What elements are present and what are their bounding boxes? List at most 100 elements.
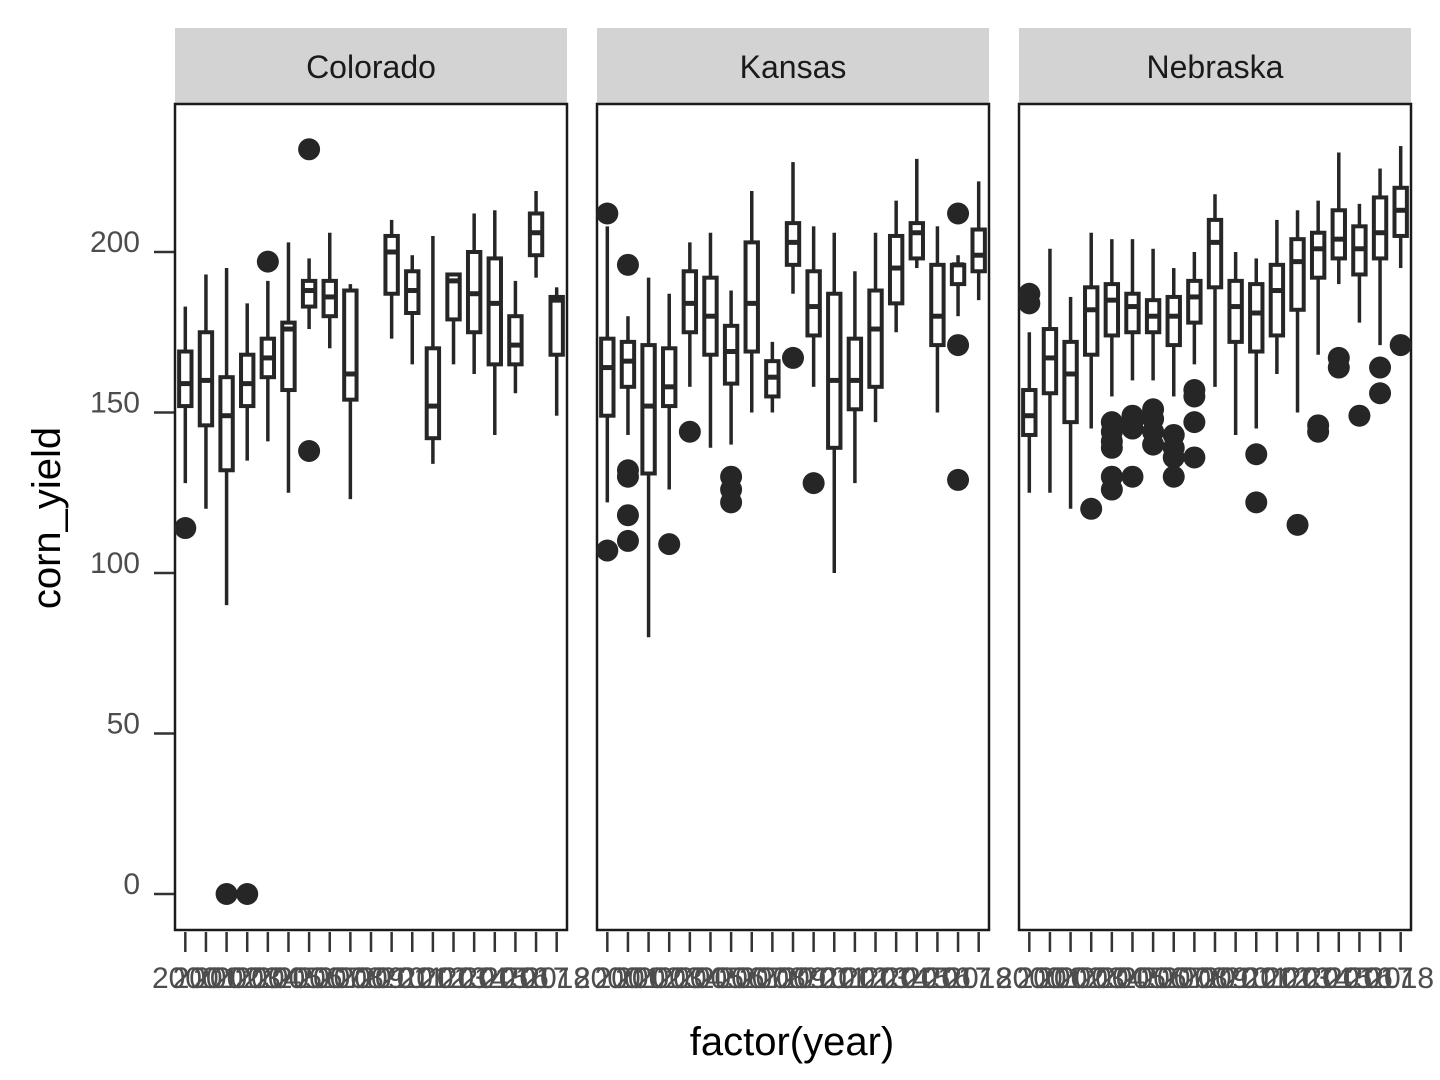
box-2013 bbox=[1286, 210, 1309, 536]
box-iqr bbox=[239, 352, 256, 409]
x-tick-label: 2015 bbox=[461, 962, 528, 995]
x-tick-label: 2008 bbox=[317, 962, 384, 995]
box-2016 bbox=[929, 226, 946, 413]
outlier-point bbox=[678, 420, 701, 443]
box-2004 bbox=[678, 242, 701, 443]
x-tick-label: 2001 bbox=[1017, 962, 1084, 995]
outlier-point bbox=[1389, 334, 1412, 357]
box-iqr bbox=[300, 278, 318, 309]
x-tick-label: 2015 bbox=[883, 962, 950, 995]
x-tick-label: 2002 bbox=[1037, 962, 1104, 995]
box-iqr bbox=[507, 314, 524, 367]
box-2017 bbox=[1369, 168, 1392, 405]
box-2002 bbox=[640, 277, 657, 638]
facet-strip-label: Colorado bbox=[306, 49, 436, 85]
panel-border bbox=[173, 102, 569, 932]
box-2017 bbox=[947, 202, 970, 491]
box-iqr bbox=[908, 221, 925, 261]
box-iqr bbox=[867, 288, 884, 389]
box-2015 bbox=[1327, 152, 1350, 379]
x-tick-label: 2018 bbox=[523, 962, 590, 995]
x-tick-label: 2002 bbox=[193, 962, 260, 995]
outlier-point bbox=[1121, 417, 1144, 440]
outlier-point bbox=[616, 465, 639, 488]
y-axis: 0 50 100 150 200 bbox=[90, 226, 175, 901]
box-iqr bbox=[218, 375, 235, 473]
box-2003 bbox=[1080, 232, 1103, 520]
box-2017 bbox=[527, 191, 545, 278]
x-tick-label: 2001 bbox=[173, 962, 240, 995]
outlier-point bbox=[947, 202, 970, 225]
box-iqr bbox=[1330, 208, 1347, 261]
box-iqr bbox=[743, 240, 760, 354]
box-2011 bbox=[404, 255, 421, 365]
box-2008 bbox=[342, 284, 359, 500]
box-iqr bbox=[548, 294, 565, 357]
box-2012 bbox=[1268, 219, 1286, 374]
x-tick-label: 2013 bbox=[1264, 962, 1331, 995]
x-tick-label: 2013 bbox=[842, 962, 909, 995]
box-2001 bbox=[616, 253, 639, 552]
box-iqr bbox=[342, 288, 359, 402]
box-iqr bbox=[1371, 195, 1389, 261]
box-iqr bbox=[949, 262, 967, 287]
outlier-point bbox=[1183, 411, 1206, 434]
panel-colorado: Colorado 20002001200220032004200520062007… bbox=[152, 28, 590, 995]
box-2009 bbox=[1206, 194, 1224, 387]
box-2005 bbox=[702, 232, 719, 448]
box-iqr bbox=[1227, 278, 1244, 344]
x-tick-label: 2004 bbox=[234, 962, 301, 995]
x-tick-label: 2005 bbox=[1099, 962, 1166, 995]
y-tick-label: 150 bbox=[90, 387, 140, 420]
box-2008 bbox=[764, 341, 781, 413]
box-2003 bbox=[236, 303, 259, 905]
box-iqr bbox=[280, 320, 297, 393]
box-iqr bbox=[826, 291, 843, 450]
box-iqr bbox=[383, 233, 400, 296]
box-iqr bbox=[1309, 230, 1327, 280]
x-tick-label: 2003 bbox=[636, 962, 703, 995]
box-2001 bbox=[197, 274, 215, 509]
outlier-point bbox=[1369, 382, 1392, 405]
x-tick-label: 2003 bbox=[1058, 962, 1125, 995]
box-iqr bbox=[970, 227, 987, 274]
facet-strip bbox=[597, 28, 989, 104]
y-tick-label: 50 bbox=[107, 708, 140, 741]
y-axis-title: corn_yield bbox=[25, 427, 69, 609]
outlier-point bbox=[256, 250, 279, 273]
outlier-point bbox=[1286, 513, 1309, 536]
outlier-point bbox=[947, 334, 970, 357]
outlier-point bbox=[616, 253, 639, 276]
outlier-point bbox=[1183, 446, 1206, 469]
x-tick-label: 2011 bbox=[380, 962, 445, 995]
y-tick-label: 100 bbox=[90, 547, 140, 580]
facet-strip bbox=[1019, 28, 1411, 104]
box-iqr bbox=[1041, 327, 1059, 396]
box-iqr bbox=[1083, 285, 1100, 357]
outlier-point bbox=[174, 517, 197, 540]
facet-strip bbox=[175, 28, 567, 104]
box-iqr bbox=[1206, 217, 1224, 290]
outlier-point bbox=[298, 138, 321, 161]
x-tick-label: 2006 bbox=[276, 962, 343, 995]
outlier-point bbox=[1018, 292, 1041, 315]
box-iqr bbox=[1165, 294, 1182, 348]
box-2018 bbox=[1389, 146, 1412, 357]
x-tick-label: 2015 bbox=[1305, 962, 1372, 995]
box-iqr bbox=[619, 339, 637, 389]
panel-border bbox=[1017, 102, 1413, 932]
outlier-point bbox=[1162, 465, 1185, 488]
box-2015 bbox=[486, 210, 503, 435]
box-iqr bbox=[1186, 278, 1203, 325]
box-2013 bbox=[445, 272, 462, 365]
box-iqr bbox=[177, 349, 194, 409]
x-tick-label: 2018 bbox=[945, 962, 1012, 995]
box-iqr bbox=[1248, 282, 1265, 354]
x-tick-label: 2005 bbox=[255, 962, 322, 995]
box-2004 bbox=[256, 250, 279, 442]
box-iqr bbox=[1268, 262, 1286, 338]
x-tick-label: 2012 bbox=[1244, 962, 1311, 995]
x-tick-label: 2002 bbox=[615, 962, 682, 995]
x-tick-label: 2006 bbox=[1120, 962, 1187, 995]
